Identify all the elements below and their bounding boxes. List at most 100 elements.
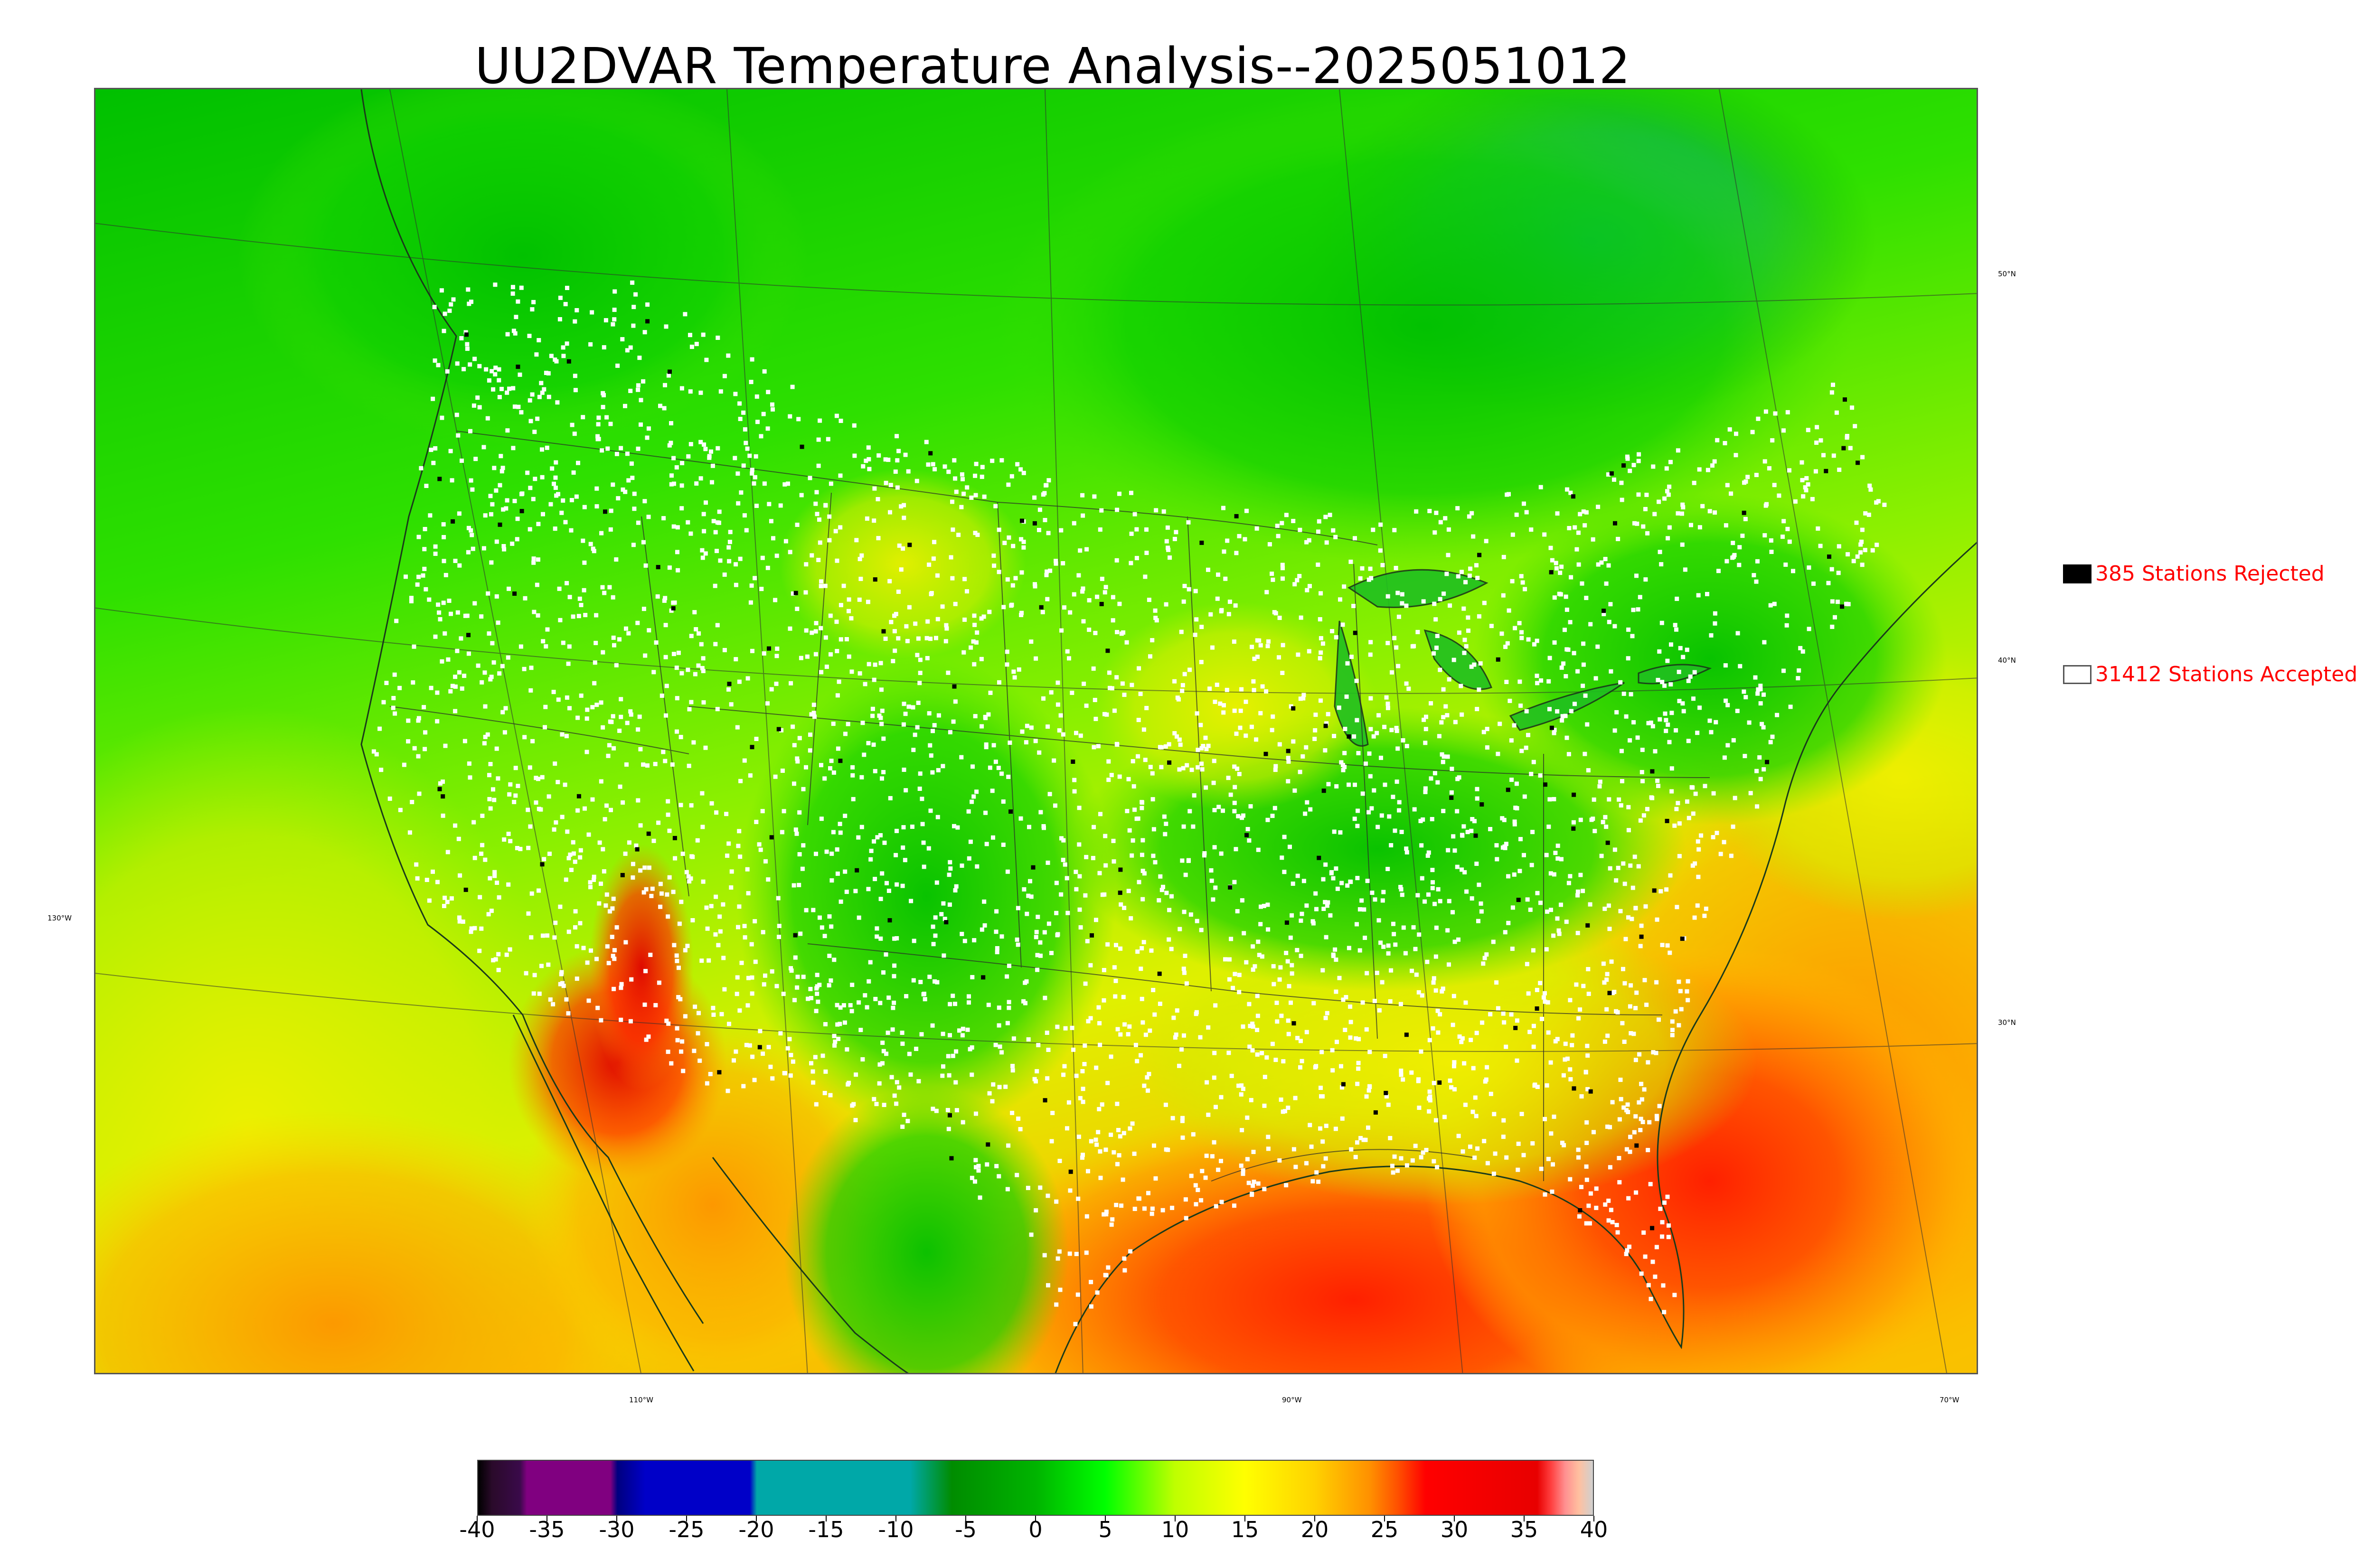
accepted-station-marker xyxy=(1745,475,1750,479)
accepted-station-marker xyxy=(1429,701,1433,705)
accepted-station-marker xyxy=(1251,1183,1255,1188)
accepted-station-marker xyxy=(1586,768,1591,773)
accepted-station-marker xyxy=(747,1043,752,1048)
accepted-station-marker xyxy=(1262,1103,1267,1108)
accepted-station-marker xyxy=(669,1061,674,1066)
accepted-station-marker xyxy=(745,676,750,681)
accepted-station-marker xyxy=(902,768,906,772)
accepted-station-marker xyxy=(1131,784,1136,789)
accepted-station-marker xyxy=(518,372,522,377)
accepted-station-marker xyxy=(773,774,778,779)
accepted-station-marker xyxy=(1390,1164,1394,1168)
accepted-station-marker xyxy=(1177,1063,1181,1068)
accepted-station-marker xyxy=(1092,745,1096,750)
accepted-station-marker xyxy=(442,329,446,333)
accepted-station-marker xyxy=(423,730,428,735)
accepted-station-marker xyxy=(879,722,884,726)
accepted-station-marker xyxy=(1711,835,1715,839)
accepted-station-marker xyxy=(1491,1172,1496,1176)
accepted-station-marker xyxy=(743,935,747,940)
accepted-station-marker xyxy=(467,761,471,766)
accepted-station-marker xyxy=(505,390,509,395)
accepted-station-marker xyxy=(460,459,464,463)
accepted-station-marker xyxy=(811,908,816,912)
accepted-station-marker xyxy=(1575,893,1580,898)
accepted-station-marker xyxy=(1040,610,1045,614)
accepted-station-marker xyxy=(1274,1000,1279,1005)
accepted-station-marker xyxy=(554,460,558,465)
accepted-station-marker xyxy=(993,1042,998,1047)
accepted-station-marker xyxy=(631,543,636,547)
rejected-station-marker xyxy=(1479,802,1484,807)
accepted-station-marker xyxy=(1420,876,1424,881)
accepted-station-marker xyxy=(1676,801,1680,806)
accepted-station-marker xyxy=(754,394,759,399)
accepted-station-marker xyxy=(962,939,967,943)
accepted-station-marker xyxy=(1411,925,1416,930)
accepted-station-marker xyxy=(750,471,754,476)
accepted-station-marker xyxy=(1328,913,1333,918)
rejected-station-marker xyxy=(437,477,442,481)
accepted-station-marker xyxy=(1221,808,1225,813)
accepted-station-marker xyxy=(1241,1172,1245,1176)
accepted-station-marker xyxy=(700,666,705,670)
accepted-station-marker xyxy=(1547,656,1552,660)
accepted-station-marker xyxy=(750,975,754,980)
accepted-station-marker xyxy=(718,389,723,394)
accepted-station-marker xyxy=(880,871,885,876)
accepted-station-marker xyxy=(1683,567,1687,572)
accepted-station-marker xyxy=(1082,1062,1087,1066)
accepted-station-marker xyxy=(445,850,450,854)
accepted-station-marker xyxy=(1460,570,1464,574)
accepted-station-marker xyxy=(871,742,876,747)
accepted-station-marker xyxy=(973,493,978,498)
accepted-station-marker xyxy=(553,486,558,490)
accepted-station-marker xyxy=(1672,823,1677,828)
accepted-station-marker xyxy=(1503,845,1507,850)
accepted-station-marker xyxy=(1277,655,1281,660)
accepted-station-marker xyxy=(667,443,672,448)
accepted-station-marker xyxy=(661,750,666,754)
accepted-station-marker xyxy=(1434,925,1439,930)
accepted-station-marker xyxy=(423,747,427,751)
colorbar-tick-label: 35 xyxy=(1510,1517,1538,1542)
accepted-station-marker xyxy=(782,809,786,814)
accepted-station-marker xyxy=(664,713,668,718)
accepted-station-marker xyxy=(1383,782,1387,787)
accepted-station-marker xyxy=(1485,727,1489,732)
accepted-station-marker xyxy=(687,763,691,768)
accepted-station-marker xyxy=(711,519,716,524)
accepted-station-marker xyxy=(443,573,448,577)
accepted-station-marker xyxy=(824,665,829,669)
accepted-station-marker xyxy=(462,739,467,743)
accepted-station-marker xyxy=(859,825,864,829)
accepted-station-marker xyxy=(799,493,804,498)
accepted-station-marker xyxy=(1115,630,1120,634)
accepted-station-marker xyxy=(489,909,494,913)
accepted-station-marker xyxy=(495,881,499,885)
accepted-station-marker xyxy=(1152,1143,1156,1148)
accepted-station-marker xyxy=(491,958,496,963)
accepted-station-marker xyxy=(671,481,676,486)
accepted-station-marker xyxy=(1059,528,1064,533)
accepted-station-marker xyxy=(1561,661,1566,666)
accepted-station-marker xyxy=(1199,1198,1204,1202)
accepted-station-marker xyxy=(1754,473,1759,477)
accepted-station-marker xyxy=(808,732,812,737)
accepted-station-marker xyxy=(1038,940,1043,945)
accepted-station-marker xyxy=(1624,1252,1629,1256)
lat-label-30: 30°N xyxy=(1998,1018,2016,1027)
accepted-station-marker xyxy=(1829,390,1834,395)
accepted-station-marker xyxy=(1462,1061,1467,1066)
accepted-station-marker xyxy=(896,636,901,641)
rejected-station-marker xyxy=(757,1045,762,1050)
accepted-station-marker xyxy=(1677,979,1681,984)
accepted-station-marker xyxy=(1049,690,1054,695)
accepted-station-marker xyxy=(1351,604,1356,608)
accepted-station-marker xyxy=(1647,1120,1652,1125)
accepted-station-marker xyxy=(1318,656,1322,661)
accepted-station-marker xyxy=(561,345,565,350)
accepted-station-marker xyxy=(1236,814,1241,818)
accepted-station-marker xyxy=(878,936,883,941)
accepted-station-marker xyxy=(857,1000,861,1005)
